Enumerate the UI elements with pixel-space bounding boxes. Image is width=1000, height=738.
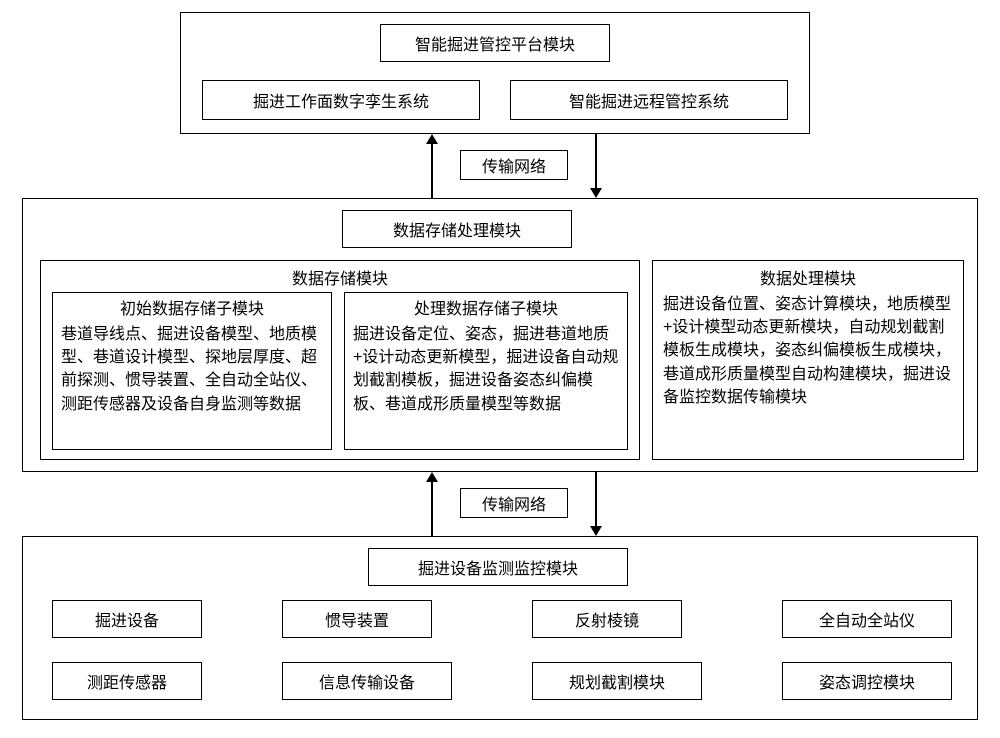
b-row2-2-label: 规划截割模块 (561, 665, 673, 697)
storage-left-heading: 初始数据存储子模块 (53, 293, 331, 323)
b-row2-3-label: 姿态调控模块 (811, 665, 923, 697)
block-diagram: 智能掘进管控平台模块 掘进工作面数字孪生系统 智能掘进远程管控系统 传输网络 数… (12, 12, 988, 726)
c2-label: 传输网络 (474, 487, 554, 519)
top-right-sub: 智能掘进远程管控系统 (510, 80, 788, 120)
b-row2-0-label: 测距传感器 (79, 665, 175, 697)
bottom-title: 掘进设备监测监控模块 (410, 551, 586, 583)
c2-down-line (595, 472, 597, 528)
process-body: 掘进设备位置、姿态计算模块，地质模型+设计模型动态更新模块，自动规划截割模板生成… (653, 293, 963, 413)
b-row1-0: 掘进设备 (52, 600, 202, 638)
storage-title: 数据存储模块 (284, 261, 396, 293)
mid-title-box: 数据存储处理模块 (342, 210, 572, 248)
c2-label-box: 传输网络 (460, 488, 568, 518)
top-title: 智能掘进管控平台模块 (407, 27, 583, 59)
b-row2-0: 测距传感器 (52, 662, 202, 700)
process-box: 数据处理模块 掘进设备位置、姿态计算模块，地质模型+设计模型动态更新模块，自动规… (652, 260, 964, 460)
b-row2-2: 规划截割模块 (532, 662, 702, 700)
process-heading: 数据处理模块 (653, 261, 963, 293)
c1-up-line (431, 142, 433, 198)
storage-right-heading: 处理数据存储子模块 (345, 293, 627, 323)
b-row1-1-label: 惯导装置 (317, 603, 397, 635)
b-row2-1: 信息传输设备 (282, 662, 452, 700)
storage-left-body: 巷道导线点、掘进设备模型、地质模型、巷道设计模型、探地层厚度、超前探测、惯导装置… (53, 323, 331, 420)
b-row2-3: 姿态调控模块 (782, 662, 952, 700)
c1-down-head (590, 188, 602, 198)
b-row1-3-label: 全自动全站仪 (811, 603, 923, 635)
b-row1-2-label: 反射棱镜 (567, 603, 647, 635)
top-title-box: 智能掘进管控平台模块 (380, 24, 610, 62)
c2-up-line (431, 480, 433, 536)
c2-up-head (426, 472, 438, 482)
c1-down-line (595, 134, 597, 190)
top-left-sub: 掘进工作面数字孪生系统 (202, 80, 480, 120)
bottom-title-box: 掘进设备监测监控模块 (368, 548, 628, 586)
top-left-sub-label: 掘进工作面数字孪生系统 (245, 84, 437, 116)
c1-label-box: 传输网络 (460, 150, 568, 180)
storage-right-body: 掘进设备定位、姿态，掘进巷道地质+设计动态更新模型，掘进设备自动规划截割模板，掘… (345, 323, 627, 420)
b-row1-0-label: 掘进设备 (87, 603, 167, 635)
b-row1-2: 反射棱镜 (532, 600, 682, 638)
storage-right-sub: 处理数据存储子模块 掘进设备定位、姿态，掘进巷道地质+设计动态更新模型，掘进设备… (344, 292, 628, 450)
b-row1-3: 全自动全站仪 (782, 600, 952, 638)
storage-left-sub: 初始数据存储子模块 巷道导线点、掘进设备模型、地质模型、巷道设计模型、探地层厚度… (52, 292, 332, 450)
b-row2-1-label: 信息传输设备 (311, 665, 423, 697)
mid-title: 数据存储处理模块 (385, 213, 529, 245)
c1-up-head (426, 134, 438, 144)
c2-down-head (590, 526, 602, 536)
c1-label: 传输网络 (474, 149, 554, 181)
b-row1-1: 惯导装置 (282, 600, 432, 638)
top-right-sub-label: 智能掘进远程管控系统 (561, 84, 737, 116)
